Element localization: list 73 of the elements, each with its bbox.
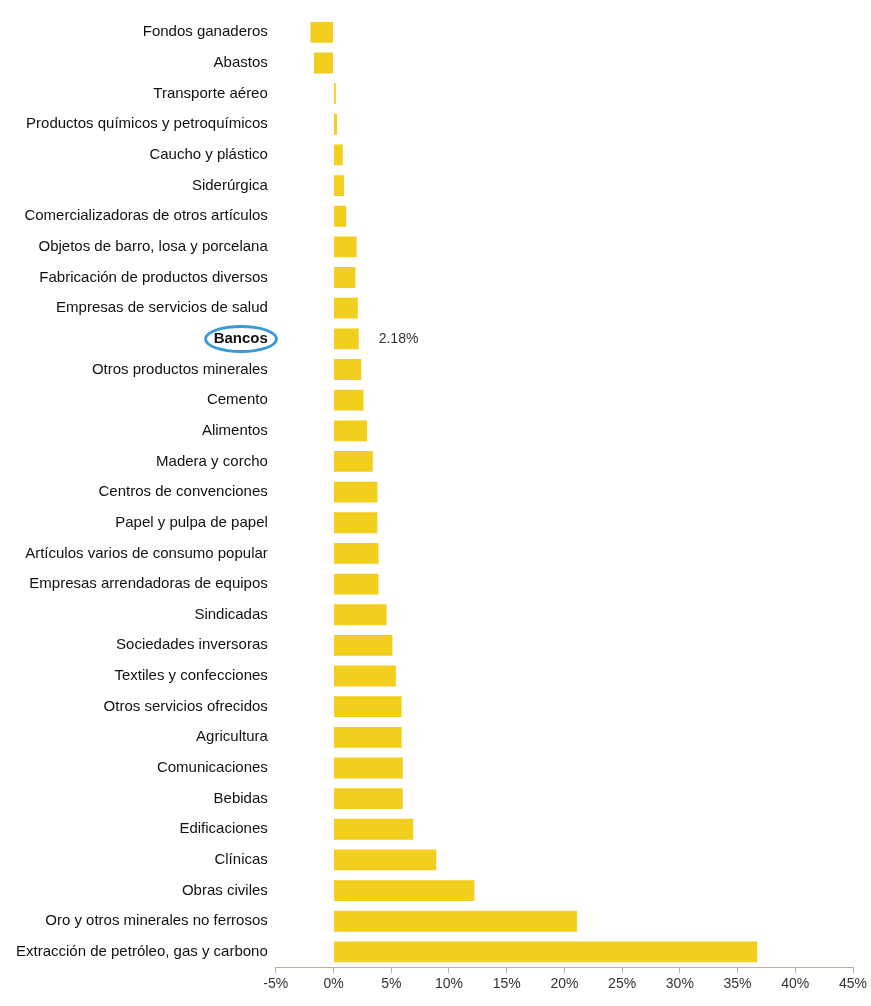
bar (334, 236, 357, 258)
bar (334, 144, 343, 166)
bar (334, 297, 358, 319)
bar (334, 481, 378, 503)
bar (334, 328, 359, 350)
bar (334, 665, 396, 687)
x-tick-label: -5% (263, 975, 289, 992)
bar (334, 634, 393, 656)
bar (334, 205, 347, 227)
bar (334, 941, 758, 963)
y-tick-label: Productos químicos y petroquímicos (26, 114, 268, 132)
y-tick-label: Abastos (213, 53, 268, 71)
x-tick-label: 45% (838, 975, 868, 992)
x-tick-label: 10% (434, 975, 463, 992)
bar (334, 818, 414, 840)
bar (334, 542, 379, 564)
bar (334, 849, 437, 871)
bar (334, 910, 578, 932)
y-tick-label: Fabricación de productos diversos (39, 267, 268, 285)
x-tick-label: 5% (381, 975, 402, 992)
x-tick-label: 35% (723, 975, 752, 992)
bar (334, 788, 403, 810)
y-tick-label: Alimentos (201, 420, 268, 438)
bar (334, 420, 368, 442)
y-tick-label: Agricultura (196, 727, 269, 745)
y-tick-label: Clínicas (214, 850, 268, 868)
y-tick-label: Cemento (206, 390, 268, 408)
bar (334, 880, 475, 901)
bar (334, 113, 337, 135)
y-tick-label: Comercializadoras de otros artículos (24, 206, 268, 224)
y-tick-label: Objetos de barro, losa y porcelana (38, 237, 269, 255)
y-tick-label: Obras civiles (181, 880, 268, 898)
y-tick-label: Textiles y confecciones (114, 666, 268, 684)
y-tick-label: Extracción de petróleo, gas y carbono (15, 942, 268, 960)
bar (334, 604, 387, 626)
bar (310, 21, 334, 43)
x-tick-label: 0% (323, 975, 344, 992)
y-tick-label: Caucho y plástico (149, 145, 268, 163)
y-tick-label: Transporte aéreo (153, 83, 268, 101)
bar (334, 757, 403, 779)
y-tick-label: Siderúrgica (191, 175, 269, 193)
y-tick-label: Edificaciones (179, 819, 268, 837)
y-tick-label: Bebidas (213, 788, 268, 806)
bar (334, 696, 402, 718)
y-tick-label: Otros servicios ofrecidos (103, 696, 268, 714)
x-tick-label: 20% (550, 975, 579, 992)
bar (334, 389, 364, 411)
y-tick-label: Empresas arrendadoras de equipos (29, 574, 268, 592)
y-tick-label: Centros de convenciones (98, 482, 268, 500)
x-tick-label: 30% (665, 975, 694, 992)
y-tick-label: Fondos ganaderos (142, 22, 268, 40)
y-tick-label: Papel y pulpa de papel (115, 512, 268, 530)
x-tick-label: 15% (492, 975, 521, 992)
bar (313, 52, 334, 74)
bar (334, 267, 356, 288)
bar (334, 573, 379, 595)
y-tick-label: Oro y otros minerales no ferrosos (45, 911, 268, 929)
y-tick-label: Bancos (213, 328, 268, 346)
y-tick-label: Sociedades inversoras (116, 635, 268, 653)
y-tick-label: Sindicadas (194, 604, 268, 622)
bar (334, 726, 402, 748)
y-tick-label: Comunicaciones (156, 758, 268, 776)
bar (334, 175, 344, 197)
bar (334, 359, 362, 380)
data-label: 2.18% (378, 329, 419, 346)
bar (334, 512, 378, 534)
y-tick-label: Madera y corcho (156, 451, 268, 469)
x-tick-label: 25% (608, 975, 637, 992)
bar (334, 451, 373, 472)
y-tick-label: Empresas de servicios de salud (56, 298, 268, 316)
y-tick-label: Otros productos minerales (91, 359, 268, 377)
y-tick-label: Artículos varios de consumo popular (25, 543, 268, 561)
x-tick-label: 40% (781, 975, 810, 992)
